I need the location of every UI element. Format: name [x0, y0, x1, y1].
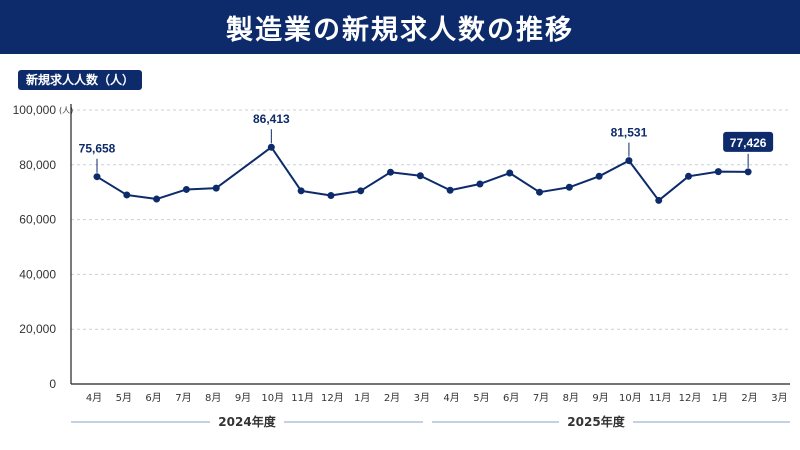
- x-tick-label: 8月: [205, 392, 221, 404]
- data-point: [387, 168, 395, 176]
- data-point: [625, 157, 633, 165]
- fiscal-year-label: 2024年度: [218, 414, 276, 429]
- data-point: [267, 143, 275, 151]
- data-point: [685, 172, 693, 180]
- data-point: [93, 173, 101, 181]
- x-tick-label: 4月: [443, 392, 459, 404]
- x-tick-label: 9月: [235, 392, 251, 404]
- x-tick-label: 10月: [619, 392, 642, 404]
- data-label: 86,413: [253, 112, 290, 126]
- series-line: [96, 146, 749, 202]
- x-tick-label: 7月: [533, 392, 549, 404]
- data-point: [536, 188, 544, 196]
- x-tick-label: 3月: [414, 392, 430, 404]
- x-tick-label: 2月: [384, 392, 400, 404]
- x-tick-label: 2月: [741, 392, 757, 404]
- data-point: [212, 184, 220, 192]
- data-point: [506, 169, 514, 177]
- data-point: [327, 191, 335, 199]
- data-label: 81,531: [611, 126, 648, 140]
- x-tick-label: 11月: [649, 392, 672, 404]
- x-tick-label: 1月: [354, 392, 370, 404]
- data-point: [153, 195, 161, 203]
- x-tick-label: 11月: [291, 392, 314, 404]
- x-tick-label: 5月: [116, 392, 132, 404]
- fiscal-year-label: 2025年度: [567, 414, 625, 429]
- y-tick-label: 60,000: [19, 213, 56, 227]
- x-tick-label: 6月: [503, 392, 519, 404]
- x-tick-label: 6月: [145, 392, 161, 404]
- x-tick-label: 12月: [679, 392, 702, 404]
- data-point: [123, 191, 131, 199]
- data-point: [416, 172, 424, 180]
- x-tick-label: 8月: [563, 392, 579, 404]
- data-label: 75,658: [79, 142, 116, 156]
- data-point: [744, 168, 752, 176]
- data-point: [476, 180, 484, 188]
- y-unit-label: (人): [59, 106, 73, 115]
- page-title: 製造業の新規求人数の推移: [0, 0, 800, 54]
- y-tick-label: 80,000: [19, 158, 56, 172]
- data-point: [595, 172, 603, 180]
- x-tick-label: 12月: [321, 392, 344, 404]
- x-tick-label: 5月: [473, 392, 489, 404]
- data-point: [655, 196, 663, 204]
- y-tick-label: 40,000: [19, 267, 56, 281]
- data-point: [297, 187, 305, 195]
- x-tick-label: 1月: [712, 392, 728, 404]
- x-tick-label: 10月: [261, 392, 284, 404]
- data-point: [182, 185, 190, 193]
- x-tick-label: 9月: [592, 392, 608, 404]
- y-tick-label: 0: [49, 377, 56, 391]
- x-tick-label: 3月: [771, 392, 787, 404]
- y-axis-badge: 新規求人人数（人）: [18, 70, 143, 90]
- x-tick-label: 4月: [86, 392, 102, 404]
- data-point: [446, 186, 454, 194]
- x-tick-label: 7月: [175, 392, 191, 404]
- y-tick-label: 100,000: [13, 103, 57, 117]
- data-label-highlight-box: [723, 131, 774, 152]
- data-label: 77,426: [730, 136, 767, 150]
- data-point: [357, 187, 365, 195]
- data-point: [714, 168, 722, 176]
- data-point: [565, 183, 573, 191]
- y-tick-label: 20,000: [19, 322, 56, 336]
